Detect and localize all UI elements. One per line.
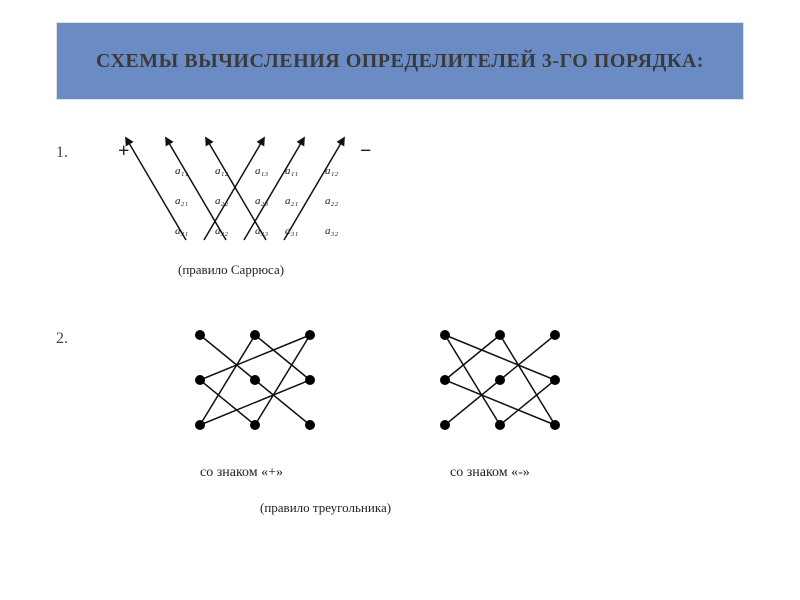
sarrus-cell: a₂₁ bbox=[285, 195, 298, 207]
sarrus-cell: a₂₃ bbox=[255, 195, 268, 207]
item-1-number: 1. bbox=[56, 144, 68, 162]
title-bar: СХЕМЫ ВЫЧИСЛЕНИЯ ОПРЕДЕЛИТЕЛЕЙ 3-ГО ПОРЯ… bbox=[56, 22, 744, 100]
sarrus-cell: a₁₁ bbox=[175, 165, 188, 177]
page-title: СХЕМЫ ВЫЧИСЛЕНИЯ ОПРЕДЕЛИТЕЛЕЙ 3-ГО ПОРЯ… bbox=[96, 48, 704, 74]
sarrus-cell: a₂₂ bbox=[215, 195, 228, 207]
triangle-minus-caption: со знаком «-» bbox=[450, 465, 530, 481]
sarrus-caption: (правило Саррюса) bbox=[178, 262, 284, 278]
sarrus-cell: a₃₁ bbox=[175, 225, 188, 237]
sarrus-cell: a₂₂ bbox=[325, 195, 338, 207]
item-2-number: 2. bbox=[56, 330, 68, 348]
sarrus-cell: a₃₂ bbox=[325, 225, 338, 237]
sarrus-cell: a₂₁ bbox=[175, 195, 188, 207]
sarrus-cell: a₁₃ bbox=[255, 165, 268, 177]
sarrus-cell: a₃₂ bbox=[215, 225, 228, 237]
sarrus-cell: a₃₃ bbox=[255, 225, 268, 237]
sarrus-diagram bbox=[90, 130, 390, 260]
sarrus-cell: a₃₁ bbox=[285, 225, 298, 237]
sarrus-cell: a₁₁ bbox=[285, 165, 298, 177]
sarrus-cell: a₁₂ bbox=[215, 165, 228, 177]
triangle-minus-diagram bbox=[430, 320, 580, 440]
sarrus-cell: a₁₂ bbox=[325, 165, 338, 177]
triangle-plus-caption: со знаком «+» bbox=[200, 465, 283, 481]
triangle-plus-diagram bbox=[185, 320, 335, 440]
triangle-caption: (правило треугольника) bbox=[260, 500, 391, 516]
